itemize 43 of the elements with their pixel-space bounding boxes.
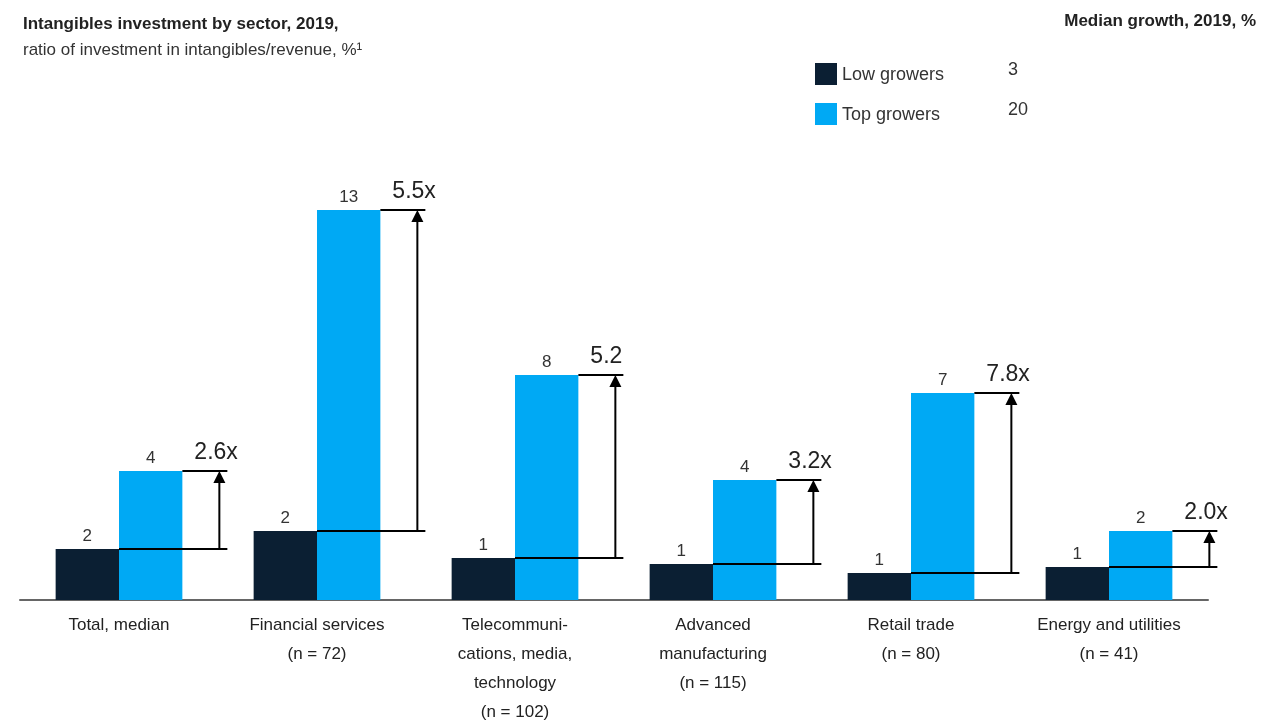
x-tick-label: Energy and utilities (n = 41): [1037, 615, 1181, 663]
x-tick-label: Retail trade (n = 80): [867, 615, 955, 663]
data-label: 1: [874, 550, 885, 569]
chart-title: Intangibles investment by sector, 2019,: [23, 14, 339, 33]
x-tick-label: Advanced manufacturing (n = 115): [659, 615, 767, 692]
annotation: 2.6x: [194, 438, 239, 464]
chart-subtitle: ratio of investment in intangibles/revenue, %¹: [23, 40, 363, 59]
bar: [55, 549, 119, 600]
text: 5.5x: [392, 177, 437, 203]
annotation: 7.8x: [986, 360, 1031, 386]
bar: [119, 471, 183, 600]
legend-title: Median growth, 2019, %: [1064, 11, 1256, 30]
text: 3: [1008, 59, 1019, 79]
data-label: 2: [82, 526, 93, 545]
data-label: 1: [676, 541, 687, 560]
x-tick-label: Total, median: [68, 615, 170, 634]
bar: [1109, 531, 1173, 600]
bar: [253, 531, 317, 600]
legend-label: Low growers: [842, 64, 945, 84]
bar: [1045, 567, 1109, 600]
data-label: 13: [339, 187, 359, 206]
text: 20: [1008, 99, 1029, 119]
legend-label: Top growers: [842, 104, 941, 124]
bar: [713, 480, 777, 600]
data-label: 4: [739, 457, 750, 476]
annotation: 2.0x: [1184, 498, 1229, 524]
bar: [451, 558, 515, 600]
bar: [317, 210, 381, 600]
data-label: 8: [541, 352, 552, 371]
bar: [649, 564, 713, 600]
annotation: 5.2: [590, 342, 623, 368]
data-label: 2: [1135, 508, 1146, 527]
data-label: 2: [280, 508, 291, 527]
data-label: 1: [478, 535, 489, 554]
bar: [911, 393, 975, 600]
bar: [847, 573, 911, 600]
data-label: 1: [1072, 544, 1083, 563]
x-tick-label: Financial services (n = 72): [249, 615, 385, 663]
data-label: 4: [145, 448, 156, 467]
annotation: 3.2x: [788, 447, 833, 473]
bar: [515, 375, 579, 600]
data-label: 7: [937, 370, 948, 389]
x-tick-label: Telecommuni- cations, media, technology (n = 102): [457, 615, 573, 721]
